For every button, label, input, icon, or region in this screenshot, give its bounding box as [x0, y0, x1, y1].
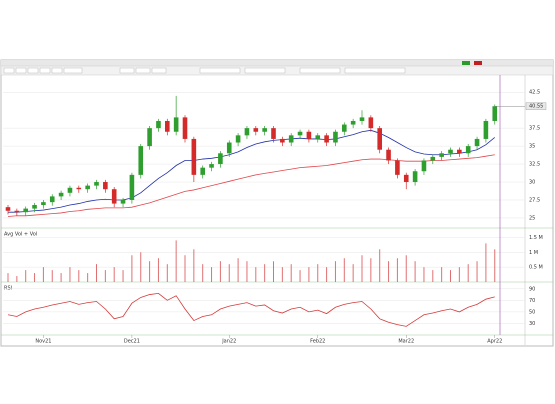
y-tick-label: 35: [529, 144, 535, 150]
candle-body: [386, 149, 391, 161]
status-badge: [462, 61, 470, 65]
candle-body: [377, 128, 382, 150]
y-tick-label: 0.5 M: [529, 265, 543, 271]
y-tick-label: 1 M: [529, 250, 538, 256]
candle-body: [395, 160, 400, 175]
frame: [0, 59, 554, 347]
candle-body: [262, 128, 267, 132]
candle-body: [235, 135, 241, 143]
candle-body: [483, 120, 489, 139]
candle-body: [58, 192, 64, 197]
candle-body: [94, 182, 99, 186]
candle-body: [103, 182, 108, 190]
candle-body: [85, 185, 90, 190]
candle-body: [111, 189, 117, 204]
y-tick-label: 25: [529, 215, 535, 221]
candle-body: [350, 120, 356, 125]
candle-body: [244, 128, 250, 136]
candle-body: [156, 120, 161, 129]
candle-body: [430, 156, 436, 161]
candle-body: [368, 117, 374, 129]
moving-average: [7, 154, 495, 217]
candle-body: [165, 120, 170, 132]
x-tick-label: Jan22: [221, 339, 236, 345]
x-tick-label: Feb22: [310, 339, 325, 345]
candle-body: [359, 117, 365, 121]
y-tick-label: 90: [529, 286, 535, 292]
candle-body: [403, 174, 409, 183]
y-tick-label: 32.5: [529, 162, 540, 168]
candle-body: [297, 131, 303, 136]
x-tick-label: Mar22: [398, 339, 414, 345]
candle-body: [173, 117, 179, 132]
candle-body: [147, 128, 152, 147]
candle-body: [218, 153, 223, 165]
candle-body: [120, 199, 126, 204]
candle-body: [457, 149, 462, 154]
candle-body: [306, 131, 312, 139]
last-price-box: [525, 102, 547, 110]
title-bar: [1, 60, 553, 66]
candle-body: [342, 124, 347, 132]
x-tick-label: Dec21: [124, 339, 140, 345]
y-tick-label: 27.5: [529, 197, 540, 203]
candle-body: [14, 210, 20, 213]
volume-title: Avg Vol + Vol: [4, 232, 37, 238]
candle-body: [474, 138, 480, 147]
candle-body: [253, 128, 259, 132]
candle-body: [465, 146, 471, 154]
y-tick-label: 1.5 M: [529, 235, 543, 241]
candle-body: [448, 149, 453, 154]
y-tick-label: 50: [529, 309, 535, 315]
candle-body: [200, 167, 205, 175]
rsi-title: RSI: [4, 286, 12, 292]
candle-body: [182, 117, 188, 139]
candle-body: [209, 164, 214, 168]
candle-body: [412, 171, 418, 183]
y-tick-label: 70: [529, 298, 535, 304]
toolbar-buttons[interactable]: [3, 67, 406, 74]
candle-body: [32, 205, 37, 209]
candle-body: [271, 128, 276, 139]
y-tick-label: 37.5: [529, 126, 540, 132]
candle-body: [23, 208, 28, 213]
candle-body: [76, 187, 82, 190]
candle-body: [129, 174, 135, 200]
y-tick-label: 30: [529, 321, 535, 327]
last-price-label: 40.55: [529, 104, 543, 110]
candle-body: [226, 142, 232, 154]
candle-body: [138, 146, 144, 175]
candle-body: [280, 138, 285, 143]
y-tick-label: 42.5: [529, 90, 540, 96]
status-badge: [474, 61, 482, 65]
candle-body: [439, 153, 444, 157]
candle-body: [41, 202, 46, 206]
x-tick-label: Nov21: [35, 339, 51, 345]
candle-body: [67, 187, 73, 193]
y-tick-label: 30: [529, 180, 535, 186]
candle-body: [5, 207, 11, 211]
candle-body: [324, 135, 329, 143]
moving-average: [8, 129, 496, 213]
rsi-line: [7, 292, 495, 327]
candle-body: [49, 196, 55, 203]
candle-body: [333, 131, 338, 143]
candle-body: [288, 135, 294, 143]
x-tick-label: Apr22: [487, 339, 502, 345]
candle-body: [492, 106, 498, 121]
candle-body: [315, 135, 321, 139]
candle-body: [421, 160, 427, 172]
candle-body: [191, 138, 197, 175]
